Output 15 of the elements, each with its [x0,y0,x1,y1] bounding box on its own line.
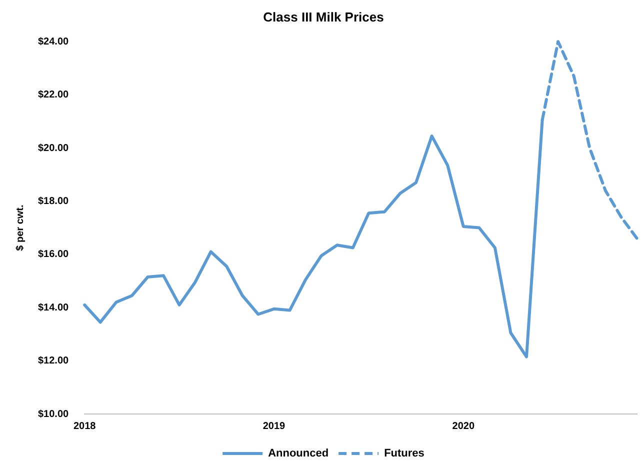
legend-label: Announced [268,448,329,460]
y-tick-label: $22.00 [38,90,70,101]
y-tick-label: $10.00 [38,408,70,420]
x-tick-label: 2020 [452,420,475,432]
y-tick-label: $12.00 [38,356,70,367]
y-tick-label: $24.00 [38,36,70,48]
y-axis-title: $ per cwt. [14,204,26,251]
y-tick-label: $16.00 [38,249,70,260]
y-tick-label: $18.00 [38,196,70,207]
y-tick-label: $14.00 [38,302,70,314]
x-tick-label: 2019 [262,420,286,432]
legend-label: Futures [384,448,424,460]
x-tick-label: 2018 [73,420,96,432]
chart-title: Class III Milk Prices [263,9,384,24]
y-tick-label: $20.00 [38,142,70,154]
